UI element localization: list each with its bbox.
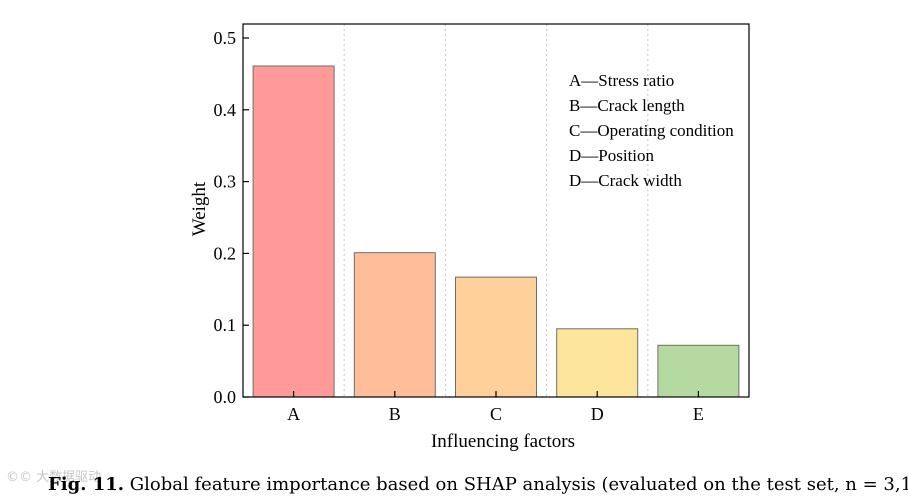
legend-entry: B—Crack length [569, 96, 685, 115]
legend-entry: D—Crack width [569, 171, 682, 190]
y-axis-title: Weight [189, 181, 210, 236]
bar-E [657, 344, 740, 398]
y-tick-label: 0.2 [214, 243, 237, 263]
y-tick-label: 0.0 [214, 387, 237, 407]
figure-caption: Fig. 11. Global feature importance based… [48, 474, 908, 495]
figure-caption-text: Global feature importance based on SHAP … [129, 474, 908, 495]
bar-C [455, 276, 537, 398]
bars [252, 65, 740, 398]
x-tick-label: D [591, 404, 604, 424]
legend-entry: A—Stress ratio [569, 71, 674, 90]
legend-entry: C—Operating condition [569, 121, 734, 140]
figure-label: Fig. 11. [48, 474, 125, 495]
x-tick-label: E [693, 404, 704, 424]
y-tick-label: 0.3 [214, 172, 237, 192]
y-tick-label: 0.5 [214, 28, 237, 48]
bar-D [556, 328, 639, 398]
watermark: ©© 大数据驱动 [6, 470, 102, 485]
y-tick-label: 0.1 [214, 315, 237, 335]
x-tick-label: B [389, 404, 401, 424]
bar-chart: 0.0 0.1 0.2 0.3 0.4 0.5 A B C D E A—Stress ratio B—… [189, 23, 750, 452]
y-tick-label: 0.4 [214, 100, 237, 120]
grid-lines [343, 24, 649, 397]
x-axis-title: Influencing factors [431, 431, 575, 452]
bar-B [353, 252, 436, 398]
x-tick-label: C [490, 404, 502, 424]
legend: A—Stress ratio B—Crack length C—Operating … [569, 71, 734, 190]
bar-A [252, 65, 335, 398]
legend-entry: D—Position [569, 146, 655, 165]
x-tick-label: A [287, 404, 300, 424]
ticks: 0.0 0.1 0.2 0.3 0.4 0.5 A B C D E [214, 28, 704, 424]
